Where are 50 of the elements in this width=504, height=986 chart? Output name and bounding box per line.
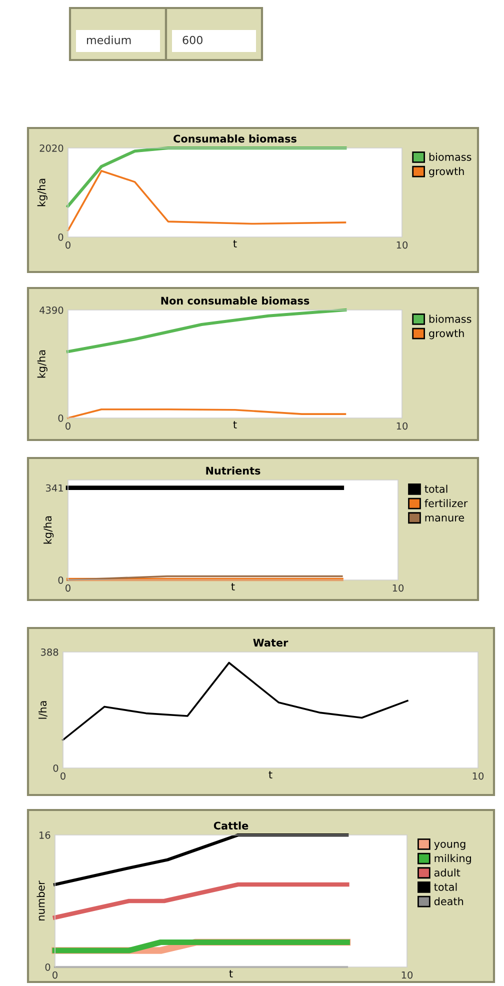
x-tick-label: 10: [392, 584, 404, 592]
legend-label: adult: [434, 868, 460, 877]
chart-title: Cattle: [214, 822, 248, 830]
x-tick-label: 10: [472, 772, 484, 780]
y-axis-title: kg/ha: [44, 516, 54, 544]
x-axis-title: t: [268, 771, 272, 778]
y-tick-label: 0: [58, 414, 64, 422]
legend-label: milking: [434, 854, 471, 864]
line-series: [66, 146, 347, 208]
legend-label: growth: [429, 167, 464, 178]
y-tick-label: 341: [46, 484, 63, 492]
x-axis-title: t: [233, 421, 237, 428]
line-series: [62, 662, 408, 741]
y-tick-label: 0: [58, 233, 64, 241]
y-tick-label: 0: [58, 576, 64, 584]
chart-title: Nutrients: [206, 466, 260, 475]
legend-label: total: [424, 484, 448, 493]
line-series: [53, 833, 349, 886]
y-tick-label: 16: [40, 831, 50, 839]
line-series: [66, 308, 347, 354]
text: biomass: [429, 314, 472, 323]
chart-title: Consumable biomass: [174, 134, 296, 143]
x-axis-title: t: [233, 240, 237, 248]
y-tick-label: 0: [53, 764, 58, 772]
y-axis-title: kg/ha: [37, 350, 48, 378]
legend-label: manure: [425, 516, 464, 522]
x-tick-label: 10: [396, 422, 408, 430]
y-tick-label: 0: [45, 963, 50, 971]
legend-label: death: [434, 897, 464, 906]
y-axis-title: kg/ha: [37, 178, 48, 206]
y-tick-label: 2020: [40, 144, 64, 152]
y-tick-label: 388: [41, 648, 58, 656]
line-series: [67, 170, 346, 232]
text: 600: [182, 36, 202, 44]
legend-label: young: [434, 842, 466, 850]
line-series: [67, 408, 346, 419]
chart-title: Non consumable biomass: [161, 296, 310, 305]
chart-title: Water: [253, 638, 288, 647]
y-axis-title: number: [36, 880, 45, 920]
legend-label: biomass: [429, 152, 472, 161]
legend-label: growth: [429, 329, 464, 340]
x-axis-title: t: [229, 970, 233, 978]
x-tick-label: 10: [396, 241, 408, 249]
x-axis-title: t: [231, 583, 235, 590]
text: medium: [87, 36, 131, 44]
y-axis-title: l/ha: [38, 701, 48, 719]
legend-label: total: [434, 882, 457, 891]
legend-label: fertilizer: [424, 499, 468, 508]
y-tick-label: 4390: [40, 306, 64, 314]
x-tick-label: 10: [402, 971, 413, 979]
